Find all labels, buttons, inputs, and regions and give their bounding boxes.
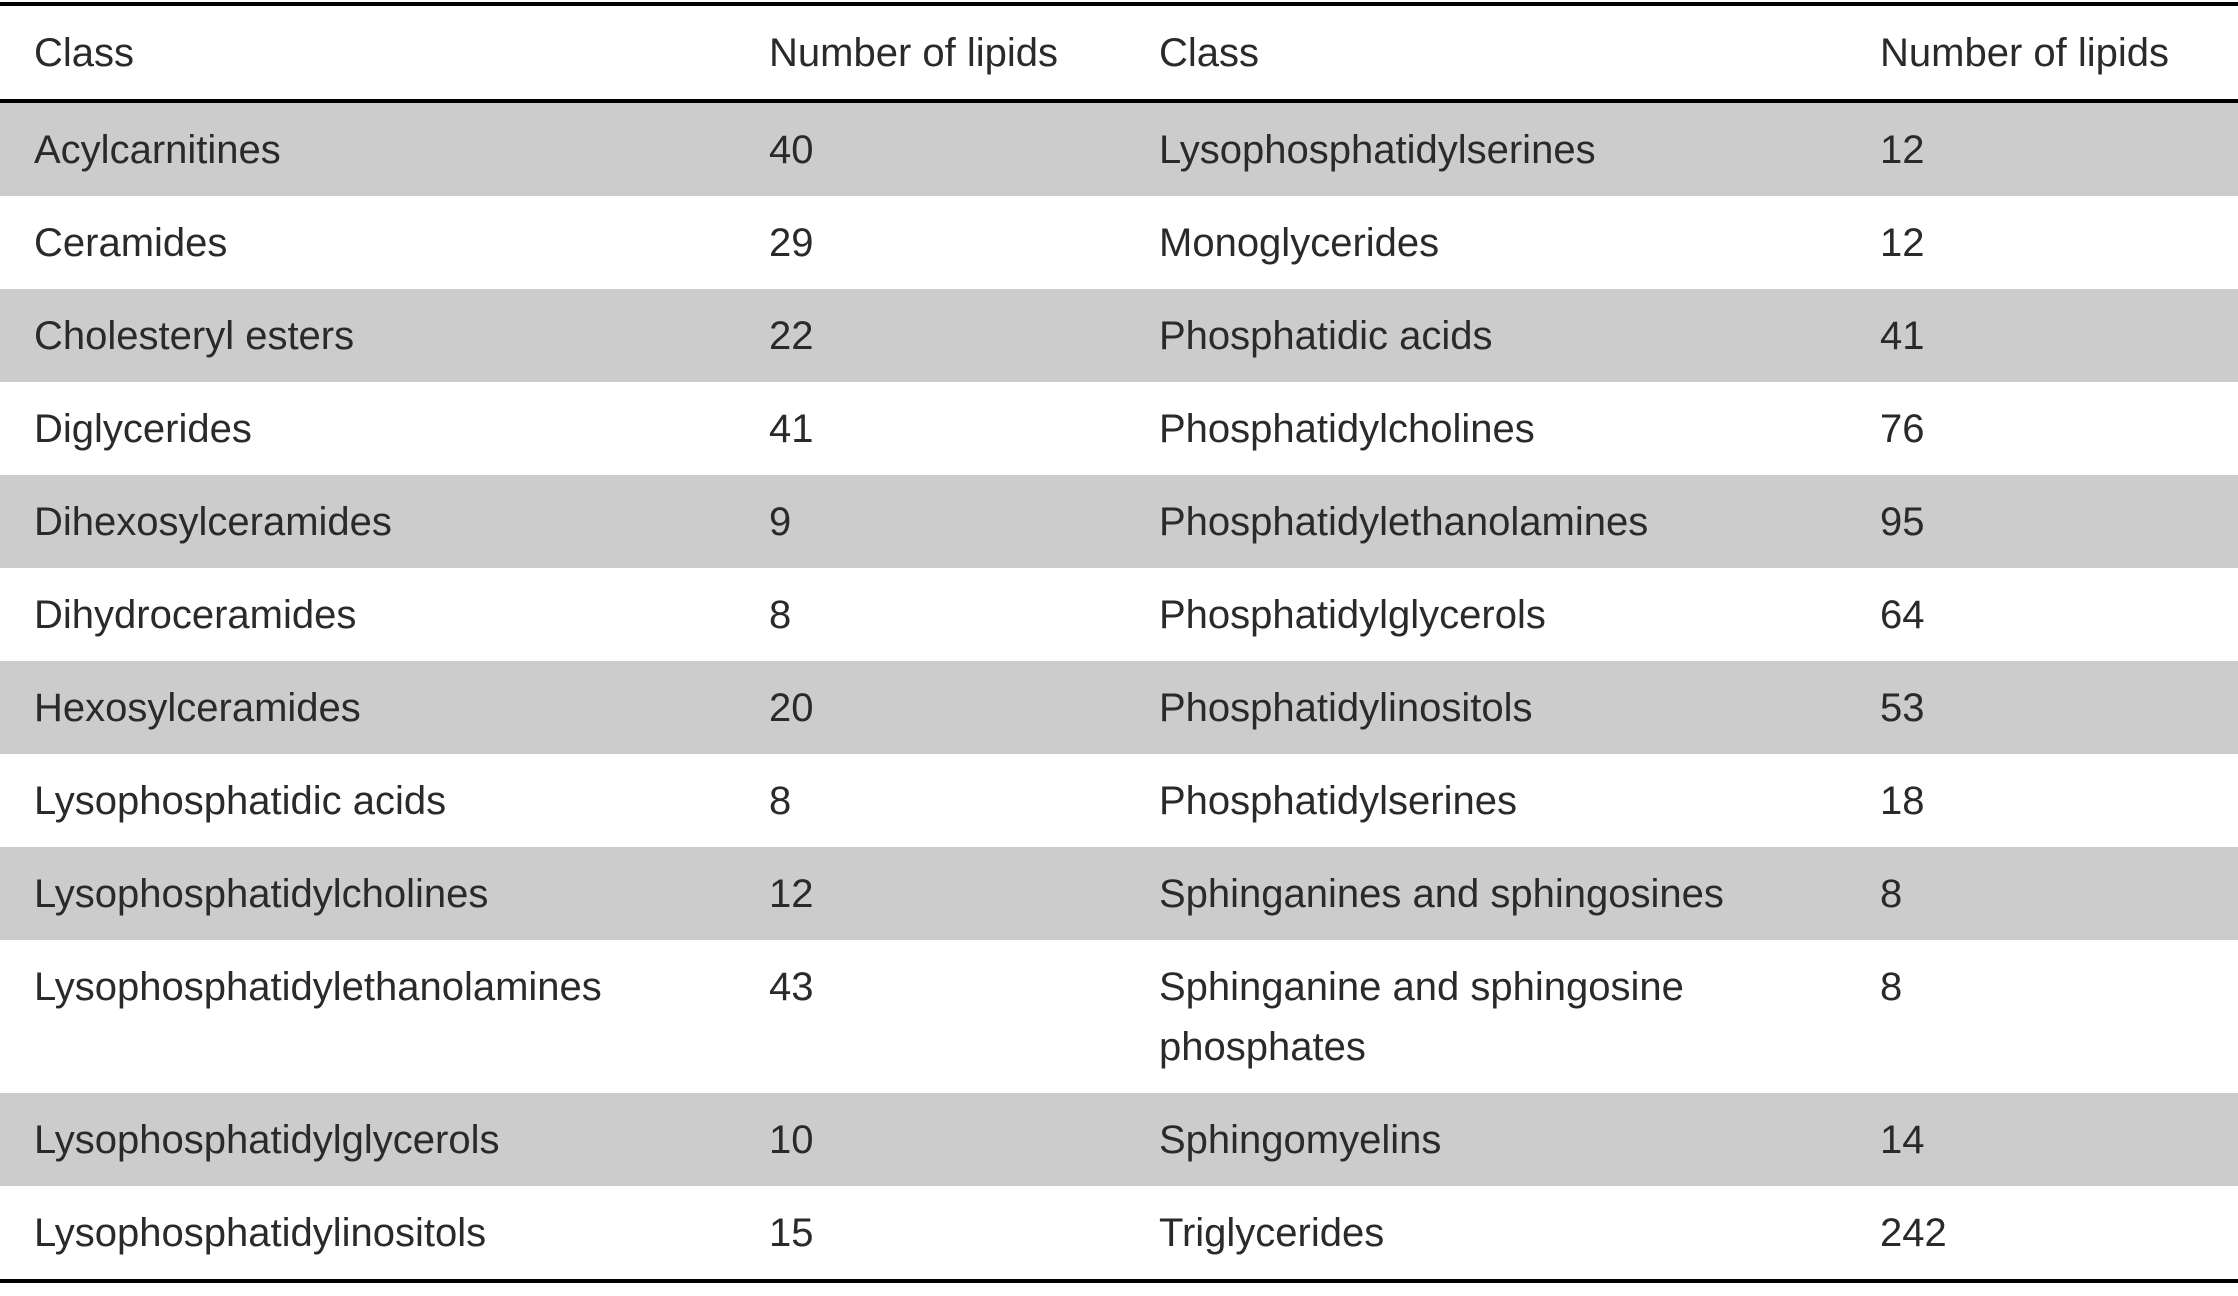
count-cell: 8 xyxy=(769,593,792,637)
count-cell: 20 xyxy=(769,686,814,730)
count-cell: 242 xyxy=(1880,1211,1947,1255)
count-cell: 64 xyxy=(1880,593,1925,637)
count-cell: 12 xyxy=(769,872,814,916)
class-cell: Phosphatidylglycerols xyxy=(1159,593,1546,637)
count-cell: 53 xyxy=(1880,686,1925,730)
table-row: Ceramides 29 Monoglycerides 12 xyxy=(0,196,2238,289)
class-cell: Dihexosylceramides xyxy=(34,500,392,544)
count-cell: 29 xyxy=(769,221,814,265)
class-cell: Lysophosphatidic acids xyxy=(34,779,447,823)
count-cell: 10 xyxy=(769,1118,814,1162)
count-cell: 41 xyxy=(769,407,814,451)
table-row: Diglycerides 41 Phosphatidylcholines 76 xyxy=(0,382,2238,475)
header-number-of-lipids: Number of lipids xyxy=(1880,31,2170,75)
class-cell: Sphinganine and sphingosine phosphates xyxy=(1159,965,1684,1069)
count-cell: 40 xyxy=(769,128,814,172)
count-cell: 43 xyxy=(769,965,814,1009)
class-cell: Phosphatidylserines xyxy=(1159,779,1517,823)
table-row: Lysophosphatidic acids 8 Phosphatidylserin… xyxy=(0,754,2238,847)
class-cell: Triglycerides xyxy=(1159,1211,1385,1255)
class-cell: Phosphatidylinositols xyxy=(1159,686,1533,730)
class-cell: Diglycerides xyxy=(34,407,252,451)
table-row: Cholesteryl esters 22 Phosphatidic acids 41 xyxy=(0,289,2238,382)
class-cell: Phosphatidylcholines xyxy=(1159,407,1535,451)
count-cell: 12 xyxy=(1880,221,1925,265)
class-cell: Sphingomyelins xyxy=(1159,1118,1442,1162)
count-cell: 14 xyxy=(1880,1118,1925,1162)
class-cell: Lysophosphatidylethanolamines xyxy=(34,965,602,1009)
count-cell: 8 xyxy=(1880,872,1903,916)
class-cell: Phosphatidylethanolamines xyxy=(1159,500,1649,544)
count-cell: 18 xyxy=(1880,779,1925,823)
class-cell: Cholesteryl esters xyxy=(34,314,355,358)
count-cell: 41 xyxy=(1880,314,1925,358)
class-cell: Lysophosphatidylserines xyxy=(1159,128,1596,172)
class-cell: Monoglycerides xyxy=(1159,221,1440,265)
table-row: Dihexosylceramides 9 Phosphatidylethanolam… xyxy=(0,475,2238,568)
class-cell: Dihydroceramides xyxy=(34,593,357,637)
class-cell: Lysophosphatidylglycerols xyxy=(34,1118,500,1162)
class-cell: Lysophosphatidylinositols xyxy=(34,1211,487,1255)
class-cell: Phosphatidic acids xyxy=(1159,314,1493,358)
count-cell: 12 xyxy=(1880,128,1925,172)
count-cell: 22 xyxy=(769,314,814,358)
count-cell: 8 xyxy=(1880,965,1903,1009)
header-number-of-lipids: Number of lipids xyxy=(769,31,1059,75)
table-row: Hexosylceramides 20 Phosphatidylinositols 5… xyxy=(0,661,2238,754)
count-cell: 76 xyxy=(1880,407,1925,451)
table-row: Lysophosphatidylcholines 12 Sphinganines a… xyxy=(0,847,2238,940)
class-cell: Acylcarnitines xyxy=(34,128,281,172)
table-row: Lysophosphatidylethanolamines 43 Sphingani… xyxy=(0,940,2238,1093)
count-cell: 8 xyxy=(769,779,792,823)
class-cell: Hexosylceramides xyxy=(34,686,361,730)
header-class: Class xyxy=(34,31,135,75)
header-class: Class xyxy=(1159,31,1260,75)
class-cell: Sphinganines and sphingosines xyxy=(1159,872,1724,916)
count-cell: 9 xyxy=(769,500,792,544)
count-cell: 15 xyxy=(769,1211,814,1255)
table-row: Lysophosphatidylglycerols 10 Sphingomyelin… xyxy=(0,1093,2238,1186)
table-row: Lysophosphatidylinositols 15 Triglycerides… xyxy=(0,1186,2238,1281)
header-row: Class Number of lipids Class Number of l… xyxy=(0,4,2238,101)
table-row: Dihydroceramides 8 Phosphatidylglycerols 64 xyxy=(0,568,2238,661)
class-cell: Lysophosphatidylcholines xyxy=(34,872,489,916)
class-cell: Ceramides xyxy=(34,221,228,265)
count-cell: 95 xyxy=(1880,500,1925,544)
table-row: Acylcarnitines 40 Lysophosphatidylserines 1… xyxy=(0,101,2238,196)
